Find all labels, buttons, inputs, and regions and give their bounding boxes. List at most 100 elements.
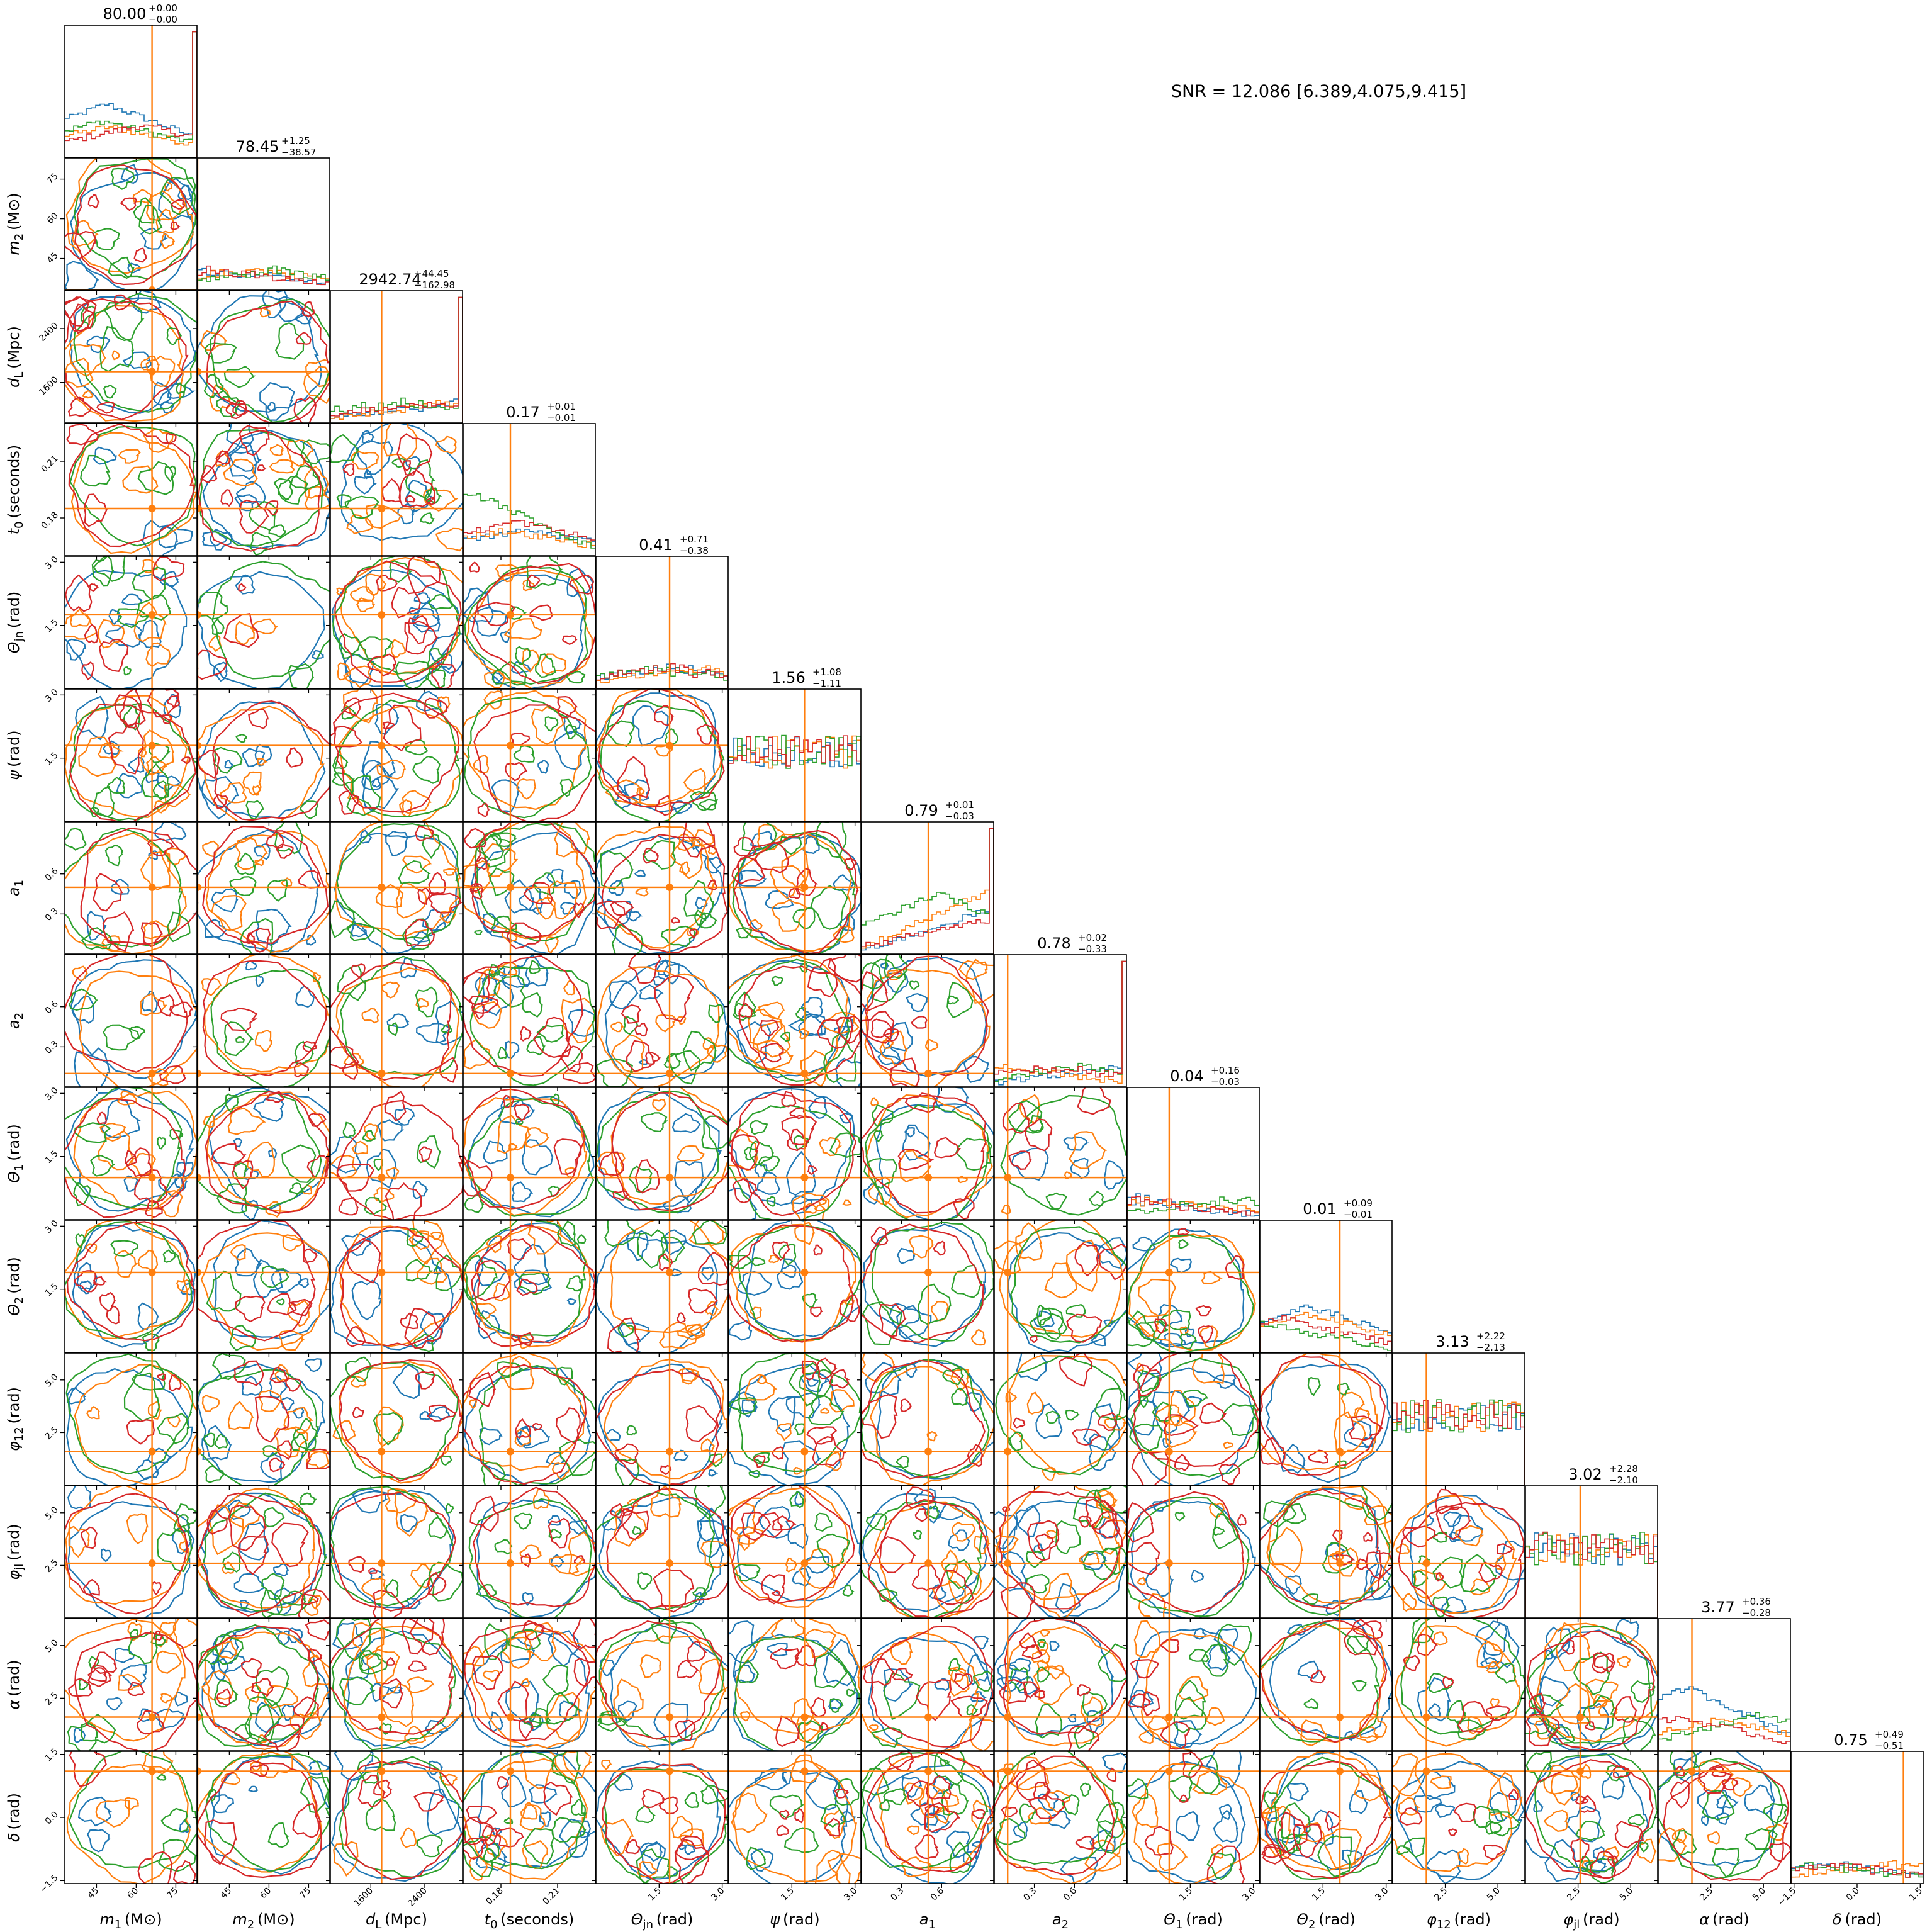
- panel-frame: [1392, 1485, 1525, 1619]
- contour-line: [896, 1455, 909, 1469]
- contour-line: [1142, 1690, 1160, 1717]
- contour-line: [375, 884, 404, 909]
- contour-line: [1744, 1828, 1778, 1850]
- contour-line: [768, 1396, 796, 1432]
- contour-line: [123, 666, 132, 676]
- contour-line: [950, 1695, 988, 1718]
- panel-title-minus: −0.00: [149, 14, 177, 25]
- contour-panel-5-3: [459, 688, 596, 826]
- contour-line: [677, 1016, 687, 1025]
- contour-line: [198, 829, 318, 953]
- contour-line: [738, 834, 861, 954]
- contour-line: [1353, 1407, 1370, 1421]
- contour-line: [302, 1654, 330, 1688]
- contour-line: [501, 928, 518, 943]
- contour-line: [1639, 1841, 1649, 1853]
- panel-frame: [595, 954, 729, 1087]
- contour-line: [305, 1358, 322, 1373]
- contour-line: [1001, 1806, 1018, 1818]
- contour-line: [1352, 1680, 1368, 1692]
- contour-line: [765, 890, 794, 910]
- contour-line: [1098, 1243, 1126, 1281]
- contour-line: [1152, 1390, 1191, 1434]
- contour-line: [1403, 1837, 1425, 1858]
- x-tick-label: 0.3: [1021, 1886, 1038, 1903]
- contour-line: [223, 612, 260, 648]
- contour-line: [248, 708, 269, 730]
- x-axis-label-0: m1 (M⊙): [99, 1911, 162, 1931]
- contour-line: [1575, 1795, 1589, 1805]
- x-axis-label-13: δ (rad): [1833, 1911, 1882, 1928]
- contour-line: [438, 1773, 458, 1786]
- contour-line: [778, 1243, 797, 1266]
- contour-line: [470, 606, 507, 637]
- contour-line: [490, 832, 517, 848]
- contour-line: [1744, 1784, 1775, 1815]
- contour-panel-7-0: 0.30.6: [43, 954, 198, 1091]
- contour-line: [1573, 1651, 1610, 1696]
- contour-line: [213, 1679, 239, 1708]
- contour-line: [994, 1619, 1115, 1736]
- panel-frame: [728, 1618, 862, 1751]
- histogram-panel-3: 0.17 +0.01−0.01: [463, 401, 596, 560]
- contour-line: [1000, 1094, 1126, 1216]
- contour-line: [810, 1306, 823, 1318]
- contour-line: [106, 1305, 120, 1325]
- contour-line: [870, 1226, 889, 1246]
- contour-line: [1592, 1846, 1605, 1863]
- contour-line: [306, 1448, 330, 1469]
- contour-line: [1410, 1494, 1525, 1614]
- panel-frame: [861, 1485, 994, 1619]
- contour-line: [198, 1625, 319, 1748]
- contour-line: [69, 296, 196, 414]
- contour-line: [254, 858, 265, 867]
- truth-marker: [507, 1174, 514, 1182]
- contour-line: [1441, 1596, 1467, 1614]
- truth-marker: [378, 1447, 386, 1456]
- contour-line: [1193, 1628, 1208, 1640]
- contour-line: [369, 1682, 390, 1702]
- contour-line: [865, 1104, 992, 1220]
- y-tick-label: 1.5: [43, 1746, 60, 1763]
- contour-line: [206, 1270, 242, 1312]
- contour-line: [507, 1238, 533, 1261]
- panel-title: 2942.74: [359, 271, 421, 288]
- histogram-panel-13: 0.75 +0.49−0.51−1.5 0.0 1.5: [1776, 1729, 1924, 1908]
- contour-line: [624, 1839, 641, 1855]
- contour-panel-10-3: [459, 1352, 596, 1490]
- contour-line: [343, 697, 361, 717]
- contour-line: [1033, 1666, 1074, 1705]
- contour-line: [683, 768, 706, 796]
- contour-line: [342, 463, 355, 476]
- contour-line: [428, 1516, 449, 1539]
- contour-line: [1300, 1822, 1325, 1843]
- contour-line: [1163, 1414, 1200, 1437]
- contour-line: [463, 1038, 493, 1070]
- panel-frame: [728, 688, 862, 822]
- contour-line: [504, 1040, 520, 1059]
- panel-frame: [64, 1087, 198, 1220]
- contour-line: [568, 1531, 595, 1577]
- contour-line: [86, 1405, 100, 1420]
- contour-line: [267, 402, 276, 412]
- contour-line: [238, 583, 247, 592]
- contour-line: [119, 695, 146, 727]
- x-tick-label: 1.5: [646, 1886, 663, 1903]
- contour-line: [125, 1147, 153, 1177]
- contour-line: [1483, 1845, 1505, 1860]
- contour-line: [99, 1122, 126, 1142]
- panel-frame: [197, 556, 330, 689]
- truth-marker: [507, 1767, 514, 1775]
- contour-line: [1669, 1751, 1697, 1778]
- contour-line: [330, 1491, 457, 1612]
- panel-title-minus: −0.33: [1078, 943, 1107, 955]
- contour-line: [198, 1220, 316, 1342]
- contour-line: [867, 1176, 892, 1206]
- contour-panel-5-4: [592, 688, 729, 826]
- contour-line: [402, 460, 412, 471]
- histogram-series-2: [729, 734, 861, 821]
- panel-frame: [728, 1352, 862, 1486]
- contour-line: [565, 1275, 583, 1292]
- histogram-panel-1: 78.45 +1.25−38.57: [197, 135, 330, 295]
- contour-line: [252, 785, 261, 796]
